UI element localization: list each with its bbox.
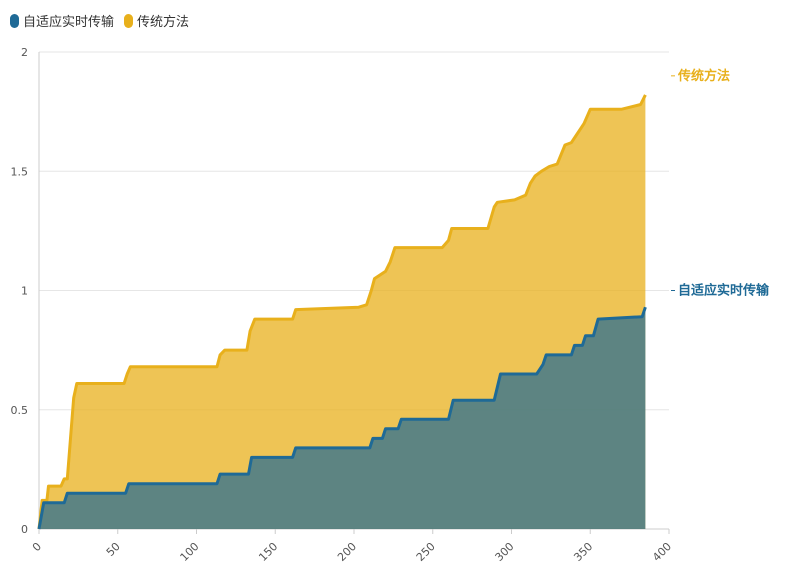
area-adaptive: [39, 307, 646, 529]
x-tick-label: 50: [104, 540, 123, 559]
line-adaptive: [37, 306, 647, 530]
y-tick-label: 0: [21, 523, 28, 536]
y-tick-label: 2: [21, 46, 28, 59]
y-tick-label: 0.5: [11, 404, 29, 417]
legend-label-traditional: 传统方法: [137, 15, 190, 30]
legend-label-adaptive: 自适应实时传输: [23, 15, 115, 30]
y-tick-label: 1.5: [11, 165, 29, 178]
x-tick-label: 0: [30, 540, 44, 554]
x-tick-label: 100: [178, 540, 202, 564]
legend: 自适应实时传输 传统方法: [10, 11, 189, 30]
legend-item-traditional[interactable]: 传统方法: [124, 11, 189, 30]
end-label-traditional: 传统方法: [677, 68, 730, 84]
x-tick-label: 300: [493, 540, 517, 564]
end-label-adaptive: 自适应实时传输: [678, 283, 770, 299]
x-tick-label: 400: [650, 540, 674, 564]
y-tick-label: 1: [21, 285, 28, 298]
legend-swatch-adaptive: [10, 13, 19, 28]
legend-item-adaptive[interactable]: 自适应实时传输: [10, 11, 114, 30]
x-tick-label: 150: [256, 540, 280, 564]
x-tick-label: 200: [335, 540, 359, 564]
x-tick-label: 350: [571, 540, 595, 564]
legend-swatch-traditional: [124, 13, 134, 28]
line-traditional: [37, 94, 647, 530]
x-tick-label: 250: [414, 540, 438, 564]
